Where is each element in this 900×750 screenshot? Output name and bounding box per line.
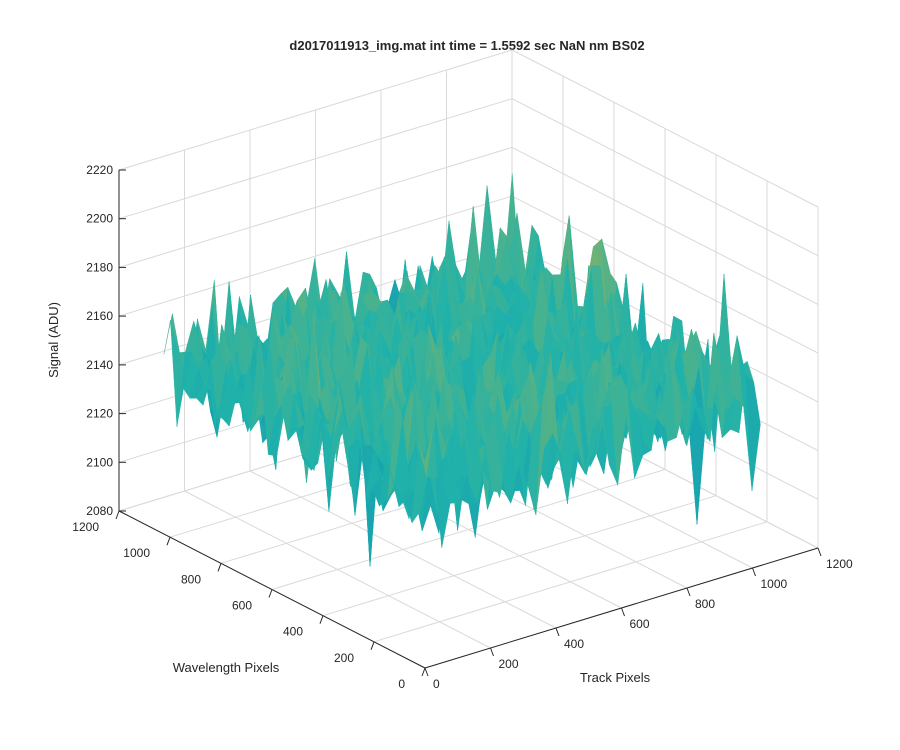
x-axis-label: Track Pixels xyxy=(580,670,651,685)
x-tick-mark xyxy=(817,547,822,557)
y-tick-mark xyxy=(370,641,375,650)
z-tick-label: 2100 xyxy=(86,455,113,469)
floor-grid-y xyxy=(373,521,768,643)
z-tick-label: 2180 xyxy=(86,260,113,274)
x-tick-mark xyxy=(686,587,691,597)
side-wall-grid-z xyxy=(511,146,819,305)
z-tick-label: 2080 xyxy=(86,504,113,518)
x-tick-label: 200 xyxy=(499,657,519,671)
y-tick-mark xyxy=(319,615,324,624)
floor-grid-y xyxy=(322,495,717,617)
back-wall-grid-z xyxy=(118,49,513,171)
y-axis-label: Wavelength Pixels xyxy=(173,660,280,675)
x-tick-mark xyxy=(555,627,560,637)
x-tick-label: 400 xyxy=(564,637,584,651)
y-tick-label: 600 xyxy=(232,599,252,613)
z-axis-label: Signal (ADU) xyxy=(46,302,61,378)
floor-grid-y xyxy=(271,469,666,590)
y-tick-label: 200 xyxy=(334,651,354,665)
x-tick-mark xyxy=(490,647,494,657)
x-tick-mark xyxy=(752,567,756,577)
x-tick-mark xyxy=(424,667,429,677)
y-tick-label: 400 xyxy=(283,625,303,639)
z-tick-label: 2220 xyxy=(86,163,113,177)
x-tick-label: 600 xyxy=(630,617,650,631)
z-tick-label: 2200 xyxy=(86,212,113,226)
y-tick-mark xyxy=(217,563,222,572)
y-tick-label: 1000 xyxy=(123,546,150,560)
z-tick-label: 2160 xyxy=(86,309,113,323)
chart-title: d2017011913_img.mat int time = 1.5592 se… xyxy=(289,38,644,53)
y-tick-mark xyxy=(166,537,171,546)
y-tick-label: 0 xyxy=(398,677,405,691)
tick-labels: 0 200 400 600 800 1000 1200 0 200 400 600 800 1000 12… xyxy=(72,163,853,691)
side-wall-grid-z xyxy=(511,98,819,257)
y-tick-mark xyxy=(268,589,273,598)
y-tick-label: 800 xyxy=(181,572,201,586)
side-wall-grid-z xyxy=(511,49,819,208)
x-tick-mark xyxy=(621,607,625,617)
z-tick-label: 2140 xyxy=(86,358,113,372)
side-wall-grid-z xyxy=(511,195,819,354)
back-wall-grid-z xyxy=(118,146,513,268)
axes xyxy=(115,169,822,677)
back-wall-grid-z xyxy=(118,98,513,220)
x-tick-label: 800 xyxy=(695,597,715,611)
y-tick-label: 1200 xyxy=(72,520,99,534)
z-tick-label: 2120 xyxy=(86,407,113,421)
back-wall-grid-z xyxy=(118,195,513,317)
y-tick-mark xyxy=(421,667,426,677)
y-tick-mark xyxy=(115,510,120,520)
x-tick-label: 1000 xyxy=(761,577,788,591)
x-tick-label: 0 xyxy=(433,677,440,691)
surface-mesh xyxy=(163,173,761,567)
surface-patch xyxy=(745,373,761,491)
x-tick-label: 1200 xyxy=(826,557,853,571)
